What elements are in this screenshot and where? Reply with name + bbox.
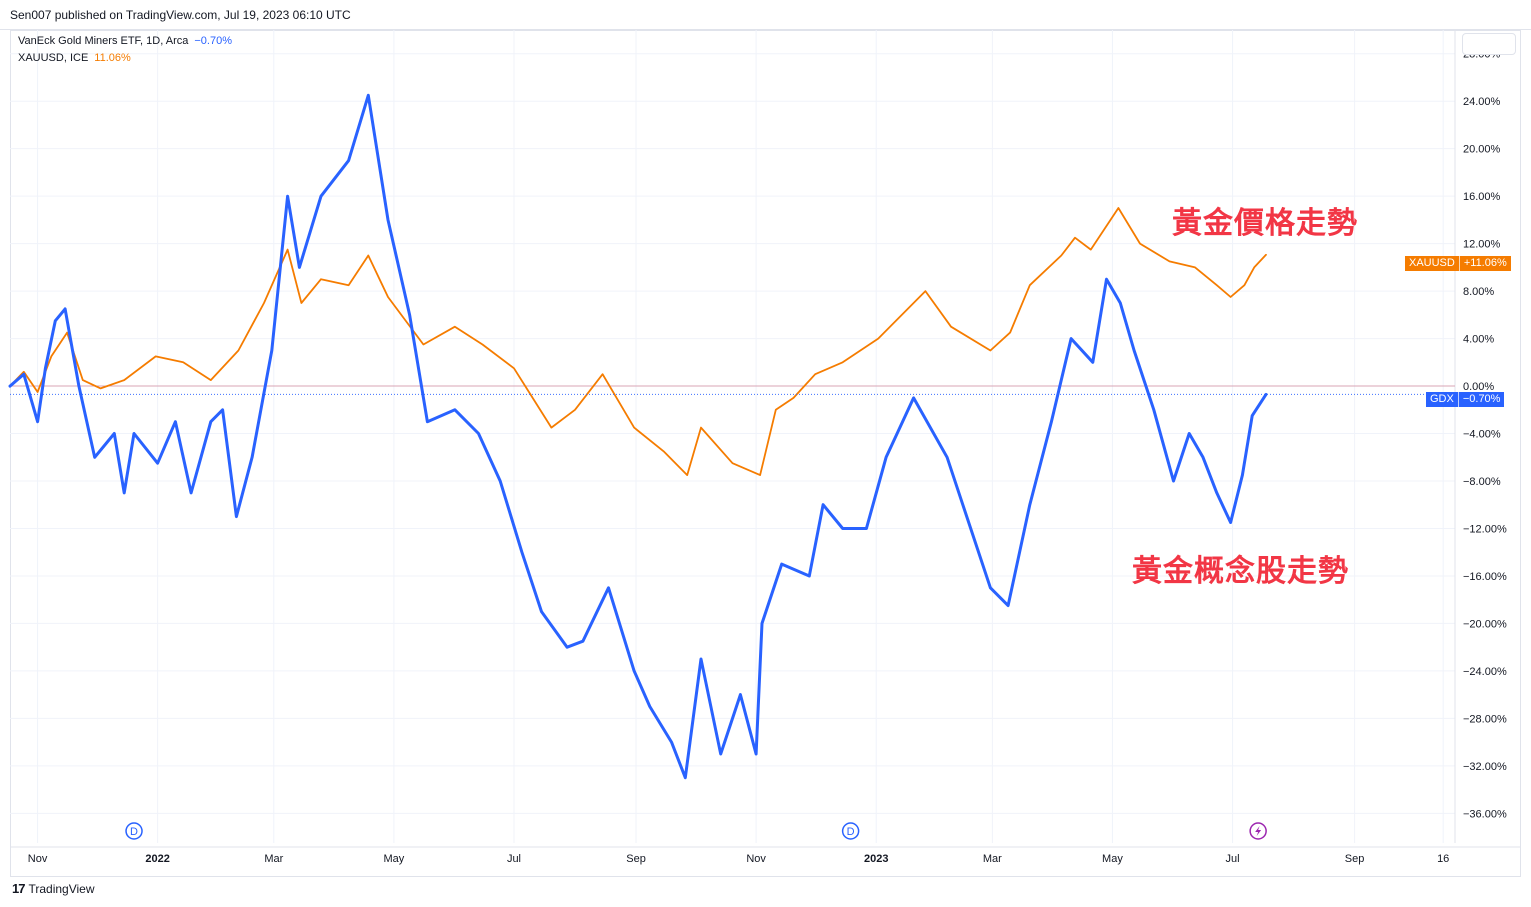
scale-settings-button[interactable] [1462, 33, 1516, 55]
y-tick-label: 24.00% [1463, 96, 1501, 108]
dividend-marker-label: D [130, 826, 138, 838]
series-line-xauusd [9, 207, 1267, 477]
y-tick-label: −24.00% [1463, 666, 1507, 678]
x-tick-label: 2022 [145, 853, 169, 865]
publish-info: Sen007 published on TradingView.com, Jul… [10, 8, 351, 22]
legend-xauusd-value: 11.06% [94, 52, 131, 64]
x-tick-label: Mar [264, 853, 283, 865]
y-tick-label: −36.00% [1463, 808, 1507, 820]
price-tag-gdx-value: −0.70% [1462, 393, 1501, 405]
x-tick-label: Nov [28, 853, 48, 865]
price-tag-xauusd-symbol: XAUUSD [1409, 257, 1455, 269]
legend-gdx-value: −0.70% [194, 35, 232, 47]
y-tick-label: 16.00% [1463, 191, 1501, 203]
x-tick-label: May [1102, 853, 1123, 865]
y-tick-label: −8.00% [1463, 476, 1501, 488]
y-tick-label: −32.00% [1463, 761, 1507, 773]
x-tick-label: Jul [507, 853, 521, 865]
price-tag-xauusd: XAUUSD +11.06% [1405, 256, 1511, 271]
y-tick-label: −12.00% [1463, 523, 1507, 535]
y-tick-label: 20.00% [1463, 144, 1501, 156]
dividend-marker [841, 822, 860, 840]
y-tick-label: −4.00% [1463, 429, 1501, 441]
x-tick-label: Sep [626, 853, 646, 865]
dividend-marker-label: D [847, 826, 855, 838]
legend-xauusd-name: XAUUSD, ICE [18, 52, 89, 64]
x-tick-label: 16 [1437, 853, 1449, 865]
legend-xauusd[interactable]: XAUUSD, ICE 11.06% [18, 52, 131, 64]
price-tag-gdx-symbol: GDX [1430, 393, 1454, 405]
y-tick-label: −20.00% [1463, 618, 1507, 630]
y-tick-label: 4.00% [1463, 334, 1494, 346]
legend-gdx-name: VanEck Gold Miners ETF, 1D, Arca [18, 35, 189, 47]
y-tick-label: −28.00% [1463, 713, 1507, 725]
x-tick-label: Mar [983, 853, 1002, 865]
y-tick-label: 0.00% [1463, 381, 1494, 393]
series-line-gdx [8, 93, 1268, 780]
lightning-icon [1255, 826, 1262, 836]
x-tick-label: 2023 [864, 853, 888, 865]
price-tag-xauusd-value: +11.06% [1463, 257, 1507, 269]
chart-frame[interactable] [10, 30, 1521, 877]
annotation-gold-price: 黃金價格走勢 [1172, 206, 1358, 241]
tradingview-logo-icon: 17 [12, 881, 26, 896]
publish-header: Sen007 published on TradingView.com, Jul… [0, 0, 1531, 30]
x-tick-label: Sep [1345, 853, 1365, 865]
x-tick-label: Jul [1226, 853, 1240, 865]
price-tag-gdx: GDX −0.70% [1426, 392, 1505, 407]
tradingview-logo[interactable]: 17 TradingView [12, 881, 95, 896]
y-tick-label: 8.00% [1463, 286, 1494, 298]
y-tick-label: 12.00% [1463, 239, 1501, 251]
annotation-gold-stocks: 黃金概念股走勢 [1132, 554, 1349, 589]
tradingview-brand: TradingView [28, 881, 95, 896]
legend-gdx[interactable]: VanEck Gold Miners ETF, 1D, Arca −0.70% [18, 35, 232, 47]
dividend-marker [125, 822, 143, 840]
y-tick-label: −16.00% [1463, 571, 1507, 583]
x-tick-label: May [383, 853, 404, 865]
x-tick-label: Nov [746, 853, 766, 865]
